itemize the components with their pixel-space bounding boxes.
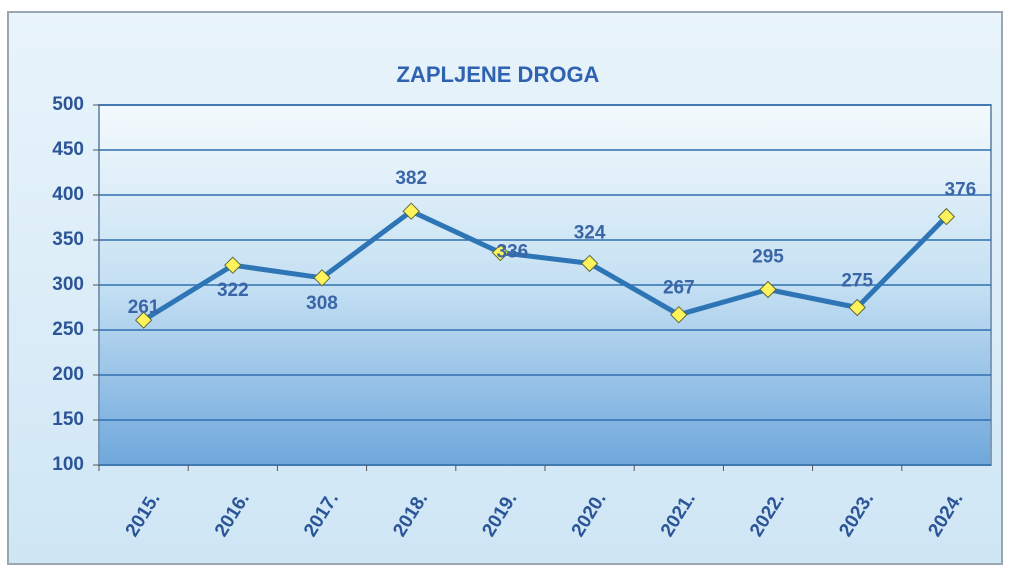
chart-title: ZAPLJENE DROGA bbox=[397, 62, 600, 87]
data-label: 376 bbox=[945, 180, 977, 201]
data-label: 267 bbox=[663, 278, 695, 299]
marker bbox=[491, 243, 510, 262]
marker bbox=[402, 202, 420, 220]
series-line bbox=[142, 208, 949, 323]
y-tick-label: 300 bbox=[52, 274, 84, 295]
y-tick-label: 250 bbox=[52, 319, 84, 340]
data-label: 295 bbox=[752, 247, 784, 268]
marker bbox=[224, 256, 242, 274]
y-tick-label: 150 bbox=[52, 409, 84, 430]
y-tick-label: 450 bbox=[52, 139, 84, 160]
y-tick-label: 400 bbox=[52, 184, 84, 205]
marker bbox=[670, 305, 688, 324]
data-label: 308 bbox=[306, 293, 338, 314]
y-tick-label: 100 bbox=[52, 454, 84, 475]
data-label: 336 bbox=[497, 242, 529, 263]
marker bbox=[580, 254, 599, 273]
marker bbox=[937, 207, 956, 226]
data-label: 382 bbox=[395, 168, 427, 189]
marker bbox=[848, 298, 866, 317]
data-label: 324 bbox=[574, 222, 606, 243]
data-label: 275 bbox=[841, 271, 873, 292]
data-label: 322 bbox=[217, 280, 249, 301]
marker bbox=[134, 311, 153, 329]
y-tick-label: 200 bbox=[52, 364, 84, 385]
marker bbox=[759, 280, 777, 299]
y-tick-label: 350 bbox=[52, 229, 84, 250]
y-tick-label: 500 bbox=[52, 94, 84, 115]
data-label: 261 bbox=[128, 297, 160, 318]
marker bbox=[313, 269, 331, 287]
